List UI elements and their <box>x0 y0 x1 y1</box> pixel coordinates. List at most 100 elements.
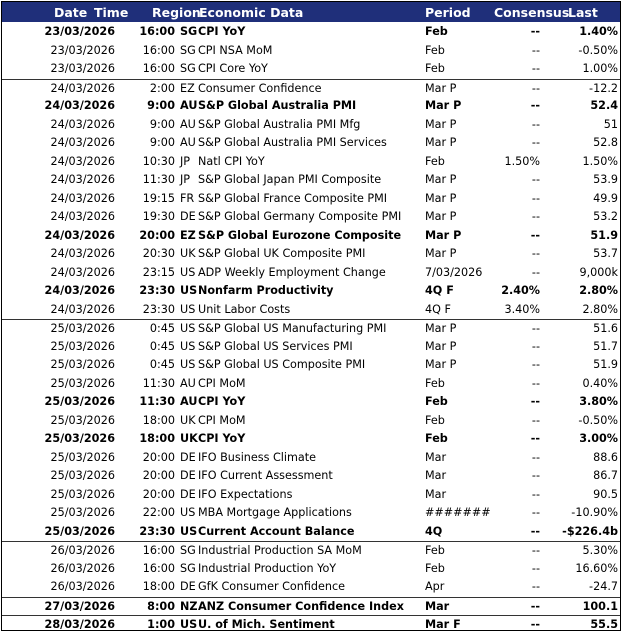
cell-period: 4Q <box>425 524 443 538</box>
cell-date: 25/03/2026 <box>50 339 115 353</box>
cell-period: Mar P <box>425 99 462 112</box>
cell-region: SG <box>180 544 196 557</box>
cell-time: 9:00 <box>149 117 175 131</box>
cell-economic-data: GfK Consumer Confidence <box>198 580 346 593</box>
cell-time: 18:00 <box>142 413 175 427</box>
cell-economic-data: CPI MoM <box>198 413 246 427</box>
cell-last: 1.40% <box>579 25 618 38</box>
cell-last: -24.7 <box>589 580 618 593</box>
cell-period: 7/03/2026 <box>425 265 483 279</box>
cell-period: Mar P <box>425 228 462 242</box>
cell-region: DE <box>180 210 196 223</box>
cell-last: 2.80% <box>579 284 618 297</box>
cell-region: US <box>180 618 198 631</box>
table-row: 24/03/2026 9:00 AU S&P Global Australia PMI… <box>2 97 620 116</box>
cell-economic-data: CPI Core YoY <box>198 62 268 75</box>
cell-economic-data: Unit Labor Costs <box>198 302 291 316</box>
cell-consensus: -- <box>530 25 540 38</box>
cell-period: Feb <box>425 43 445 57</box>
cell-consensus: -- <box>531 544 540 557</box>
cell-economic-data: CPI MoM <box>198 376 246 390</box>
cell-economic-data: Nonfarm Productivity <box>198 284 334 297</box>
cell-date: 25/03/2026 <box>44 395 115 408</box>
cell-last: 51.6 <box>593 322 618 335</box>
table-header: Date Time Region Economic Data Period Co… <box>2 2 620 22</box>
cell-economic-data: S&P Global Eurozone Composite <box>198 228 402 242</box>
cell-region: FR <box>180 191 195 205</box>
cell-date: 27/03/2026 <box>44 599 115 613</box>
cell-region: AU <box>180 376 196 390</box>
cell-date: 24/03/2026 <box>44 284 115 297</box>
cell-economic-data: S&P Global France Composite PMI <box>198 191 388 205</box>
cell-consensus: -- <box>531 376 540 390</box>
cell-time: 1:00 <box>147 618 175 631</box>
header-time: Time <box>94 5 129 20</box>
cell-last: 9,000k <box>579 265 618 279</box>
cell-time: 0:45 <box>149 358 175 371</box>
cell-time: 16:00 <box>139 25 175 38</box>
cell-region: AU <box>180 99 198 112</box>
cell-economic-data: CPI YoY <box>198 432 246 445</box>
cell-time: 23:15 <box>142 265 175 279</box>
table-row: 25/03/2026 18:00 UK CPI MoM Feb -- -0.50% <box>2 412 620 431</box>
cell-last: 51.7 <box>593 339 618 353</box>
cell-consensus: -- <box>531 469 540 482</box>
cell-region: UK <box>180 432 198 445</box>
cell-period: Feb <box>425 544 445 557</box>
cell-consensus: 1.50% <box>504 154 540 168</box>
cell-date: 23/03/2026 <box>44 25 115 38</box>
cell-date: 24/03/2026 <box>50 136 115 149</box>
cell-last: 2.80% <box>582 302 618 316</box>
cell-date: 24/03/2026 <box>44 228 115 242</box>
cell-time: 22:00 <box>142 506 175 519</box>
cell-date: 24/03/2026 <box>50 173 115 186</box>
table-row: 24/03/2026 20:30 UK S&P Global UK Composite… <box>2 245 620 264</box>
cell-economic-data: S&P Global Australia PMI <box>198 99 357 112</box>
table-row: 28/03/2026 1:00 US U. of Mich. Sentiment Mar… <box>2 615 620 635</box>
table-row: 25/03/2026 0:45 US S&P Global US Services P… <box>2 338 620 357</box>
header-last: Last <box>568 5 598 20</box>
cell-economic-data: S&P Global Australia PMI Mfg <box>198 117 361 131</box>
cell-region: US <box>180 339 196 353</box>
cell-consensus: -- <box>530 618 540 631</box>
cell-period: Feb <box>425 154 445 168</box>
cell-consensus: -- <box>531 322 540 335</box>
cell-last: 1.00% <box>582 62 618 75</box>
table-row: 24/03/2026 11:30 JP S&P Global Japan PMI Co… <box>2 171 620 190</box>
cell-period: Mar P <box>425 191 457 205</box>
cell-last: 0.40% <box>582 376 618 390</box>
cell-region: US <box>180 506 196 519</box>
table-row: 23/03/2026 16:00 SG CPI Core YoY Feb -- 1.00% <box>2 60 620 79</box>
cell-last: 1.50% <box>582 154 618 168</box>
cell-date: 25/03/2026 <box>44 524 115 538</box>
cell-time: 0:45 <box>149 322 175 335</box>
cell-region: DE <box>180 469 196 482</box>
cell-consensus: 3.40% <box>504 302 540 316</box>
cell-economic-data: S&P Global US Composite PMI <box>198 358 366 371</box>
cell-period: Mar <box>425 487 447 501</box>
cell-region: EZ <box>180 228 196 242</box>
cell-last: -$226.4b <box>562 524 618 538</box>
cell-time: 23:30 <box>142 302 175 316</box>
table-row: 24/03/2026 10:30 JP Natl CPI YoY Feb 1.50% 1.5… <box>2 153 620 172</box>
cell-period: Mar <box>425 450 447 464</box>
cell-region: US <box>180 322 196 335</box>
cell-region: DE <box>180 487 196 501</box>
cell-economic-data: IFO Current Assessment <box>198 469 333 482</box>
cell-date: 26/03/2026 <box>50 544 115 557</box>
cell-time: 11:30 <box>142 376 175 390</box>
cell-last: 53.9 <box>593 173 618 186</box>
cell-time: 11:30 <box>142 173 175 186</box>
cell-period: Mar P <box>425 81 457 95</box>
cell-time: 20:00 <box>142 469 175 482</box>
cell-time: 2:00 <box>149 81 175 95</box>
cell-period: Feb <box>425 25 448 38</box>
cell-last: 51.9 <box>593 358 618 371</box>
cell-time: 16:00 <box>142 544 175 557</box>
table-row: 25/03/2026 20:00 DE IFO Business Climate Mar… <box>2 449 620 468</box>
cell-date: 23/03/2026 <box>50 62 115 75</box>
cell-consensus: -- <box>531 43 540 57</box>
cell-last: 51 <box>603 117 618 131</box>
header-period: Period <box>425 5 471 20</box>
cell-last: -0.50% <box>578 413 618 427</box>
